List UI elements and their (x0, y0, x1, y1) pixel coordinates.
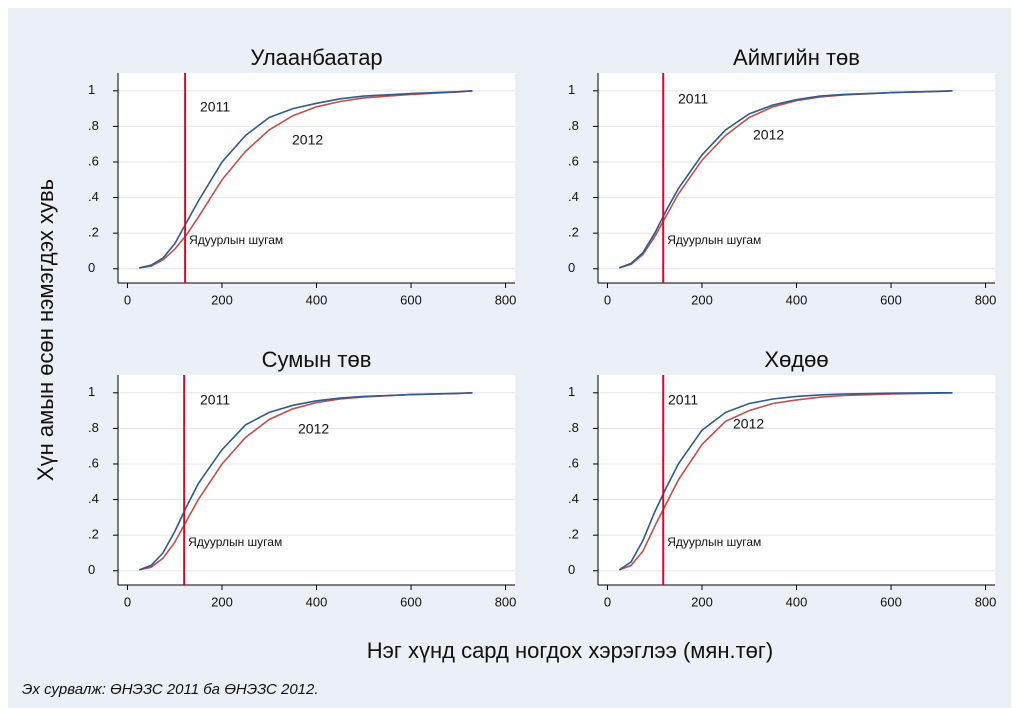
x-tick-label: 0 (604, 594, 611, 609)
x-tick-label: 600 (400, 292, 422, 307)
y-tick-label: .8 (568, 118, 579, 133)
y-tick-label: 1 (88, 82, 95, 97)
plot-area (598, 375, 995, 585)
y-tick-label: 1 (568, 82, 575, 97)
y-tick-label: 0 (88, 562, 95, 577)
y-tick-label: 1 (568, 384, 575, 399)
x-tick-label: 200 (691, 594, 713, 609)
x-tick-label: 800 (495, 292, 517, 307)
poverty-label: Ядуурлын шугам (189, 233, 283, 247)
cdf-line (139, 90, 473, 269)
series-label: 2012 (753, 127, 784, 143)
y-tick-label: .8 (568, 420, 579, 435)
y-tick-label: .8 (88, 420, 99, 435)
y-tick-label: .4 (88, 189, 99, 204)
x-tick-label: 800 (975, 594, 997, 609)
series-label: 2011 (668, 392, 698, 408)
series-label: 2011 (200, 392, 230, 408)
y-tick-label: 0 (568, 562, 575, 577)
plot-area (598, 73, 995, 283)
poverty-label: Ядуурлын шугам (667, 535, 761, 549)
x-tick-label: 400 (306, 594, 328, 609)
y-axis-label: Хүн амын өсөн нэмэгдэх хувь (33, 179, 58, 481)
x-tick-label: 200 (691, 292, 713, 307)
y-tick-label: 0 (568, 260, 575, 275)
poverty-label: Ядуурлын шугам (188, 535, 282, 549)
x-tick-label: 200 (211, 292, 233, 307)
cdf-line (618, 392, 953, 571)
y-tick-label: .4 (88, 491, 99, 506)
y-tick-label: .2 (88, 225, 99, 240)
y-tick-label: .4 (568, 189, 579, 204)
series-label: 2011 (678, 91, 708, 107)
x-tick-label: 600 (880, 292, 902, 307)
series-label: 2012 (292, 132, 323, 148)
x-tick-label: 400 (786, 594, 808, 609)
series-label: 2012 (298, 421, 329, 437)
x-tick-label: 0 (124, 292, 131, 307)
panel-title: Улаанбаатар (250, 45, 382, 70)
x-tick-label: 800 (975, 292, 997, 307)
cdf-line (619, 392, 953, 571)
plot-area (118, 73, 515, 283)
y-tick-label: .2 (88, 527, 99, 542)
x-axis-label: Нэг хүнд сард ногдох хэрэглээ (мян.төг) (367, 638, 774, 663)
x-tick-label: 800 (495, 594, 517, 609)
x-tick-label: 400 (306, 292, 328, 307)
y-tick-label: .6 (88, 153, 99, 168)
x-tick-label: 200 (211, 594, 233, 609)
poverty-label: Ядуурлын шугам (667, 233, 761, 247)
series-label: 2011 (200, 99, 230, 115)
y-tick-label: .2 (568, 527, 579, 542)
y-tick-label: 0 (88, 260, 95, 275)
cdf-line (139, 90, 473, 269)
panel-title: Сумын төв (262, 347, 372, 372)
cdf-line (619, 90, 953, 269)
y-tick-label: .6 (568, 455, 579, 470)
x-tick-label: 0 (124, 594, 131, 609)
plot-area (118, 375, 515, 585)
y-tick-label: .2 (568, 225, 579, 240)
y-tick-label: .6 (568, 153, 579, 168)
y-tick-label: .6 (88, 455, 99, 470)
panel-title: Хөдөө (764, 347, 828, 372)
y-tick-label: .4 (568, 491, 579, 506)
series-label: 2012 (733, 416, 764, 432)
x-tick-label: 0 (604, 292, 611, 307)
cdf-line (139, 392, 473, 571)
x-tick-label: 600 (400, 594, 422, 609)
y-tick-label: 1 (88, 384, 95, 399)
x-tick-label: 400 (786, 292, 808, 307)
y-tick-label: .8 (88, 118, 99, 133)
panel-title: Аймгийн төв (733, 45, 860, 70)
x-tick-label: 600 (880, 594, 902, 609)
source-note: Эх сурвалж: ӨНЭЗС 2011 ба ӨНЭЗС 2012. (22, 681, 319, 698)
